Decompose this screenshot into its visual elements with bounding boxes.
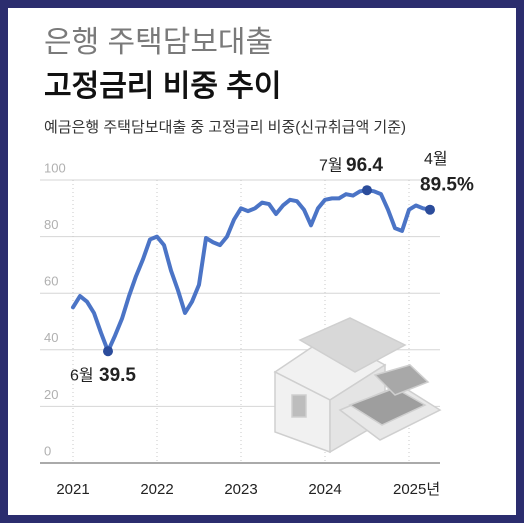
x-tick-label: 2023 [224, 481, 257, 498]
title: 은행 주택담보대출 [44, 26, 273, 59]
point-label: 7월 [319, 156, 343, 174]
value-label: 96.4 [346, 155, 383, 176]
y-tick-label: 40 [44, 330, 58, 345]
value-label: 89.5% [420, 175, 474, 196]
point-label: 6월 [70, 366, 94, 384]
x-tick-label: 2022 [140, 481, 173, 498]
y-tick-label: 20 [44, 387, 58, 402]
value-label: 39.5 [99, 365, 136, 386]
y-tick-label: 80 [44, 217, 58, 232]
y-tick-label: 100 [44, 160, 66, 175]
x-tick-label: 2025년 [393, 481, 440, 498]
y-tick-label: 60 [44, 274, 58, 289]
point [103, 346, 113, 357]
chart-title: 예금은행 주택담보대출 중 고정금리 비중(신규취급액 기준) [44, 119, 406, 136]
point [425, 204, 435, 215]
point-label: 4월 [424, 150, 448, 168]
x-tick-label: 2024 [308, 481, 341, 498]
point [362, 185, 372, 196]
subtitle: 고정금리 비중 추이 [44, 70, 281, 103]
y-tick-label: 0 [44, 443, 51, 458]
panel [8, 8, 516, 515]
x-tick-label: 2021 [56, 481, 89, 498]
house-illustration [273, 317, 442, 454]
